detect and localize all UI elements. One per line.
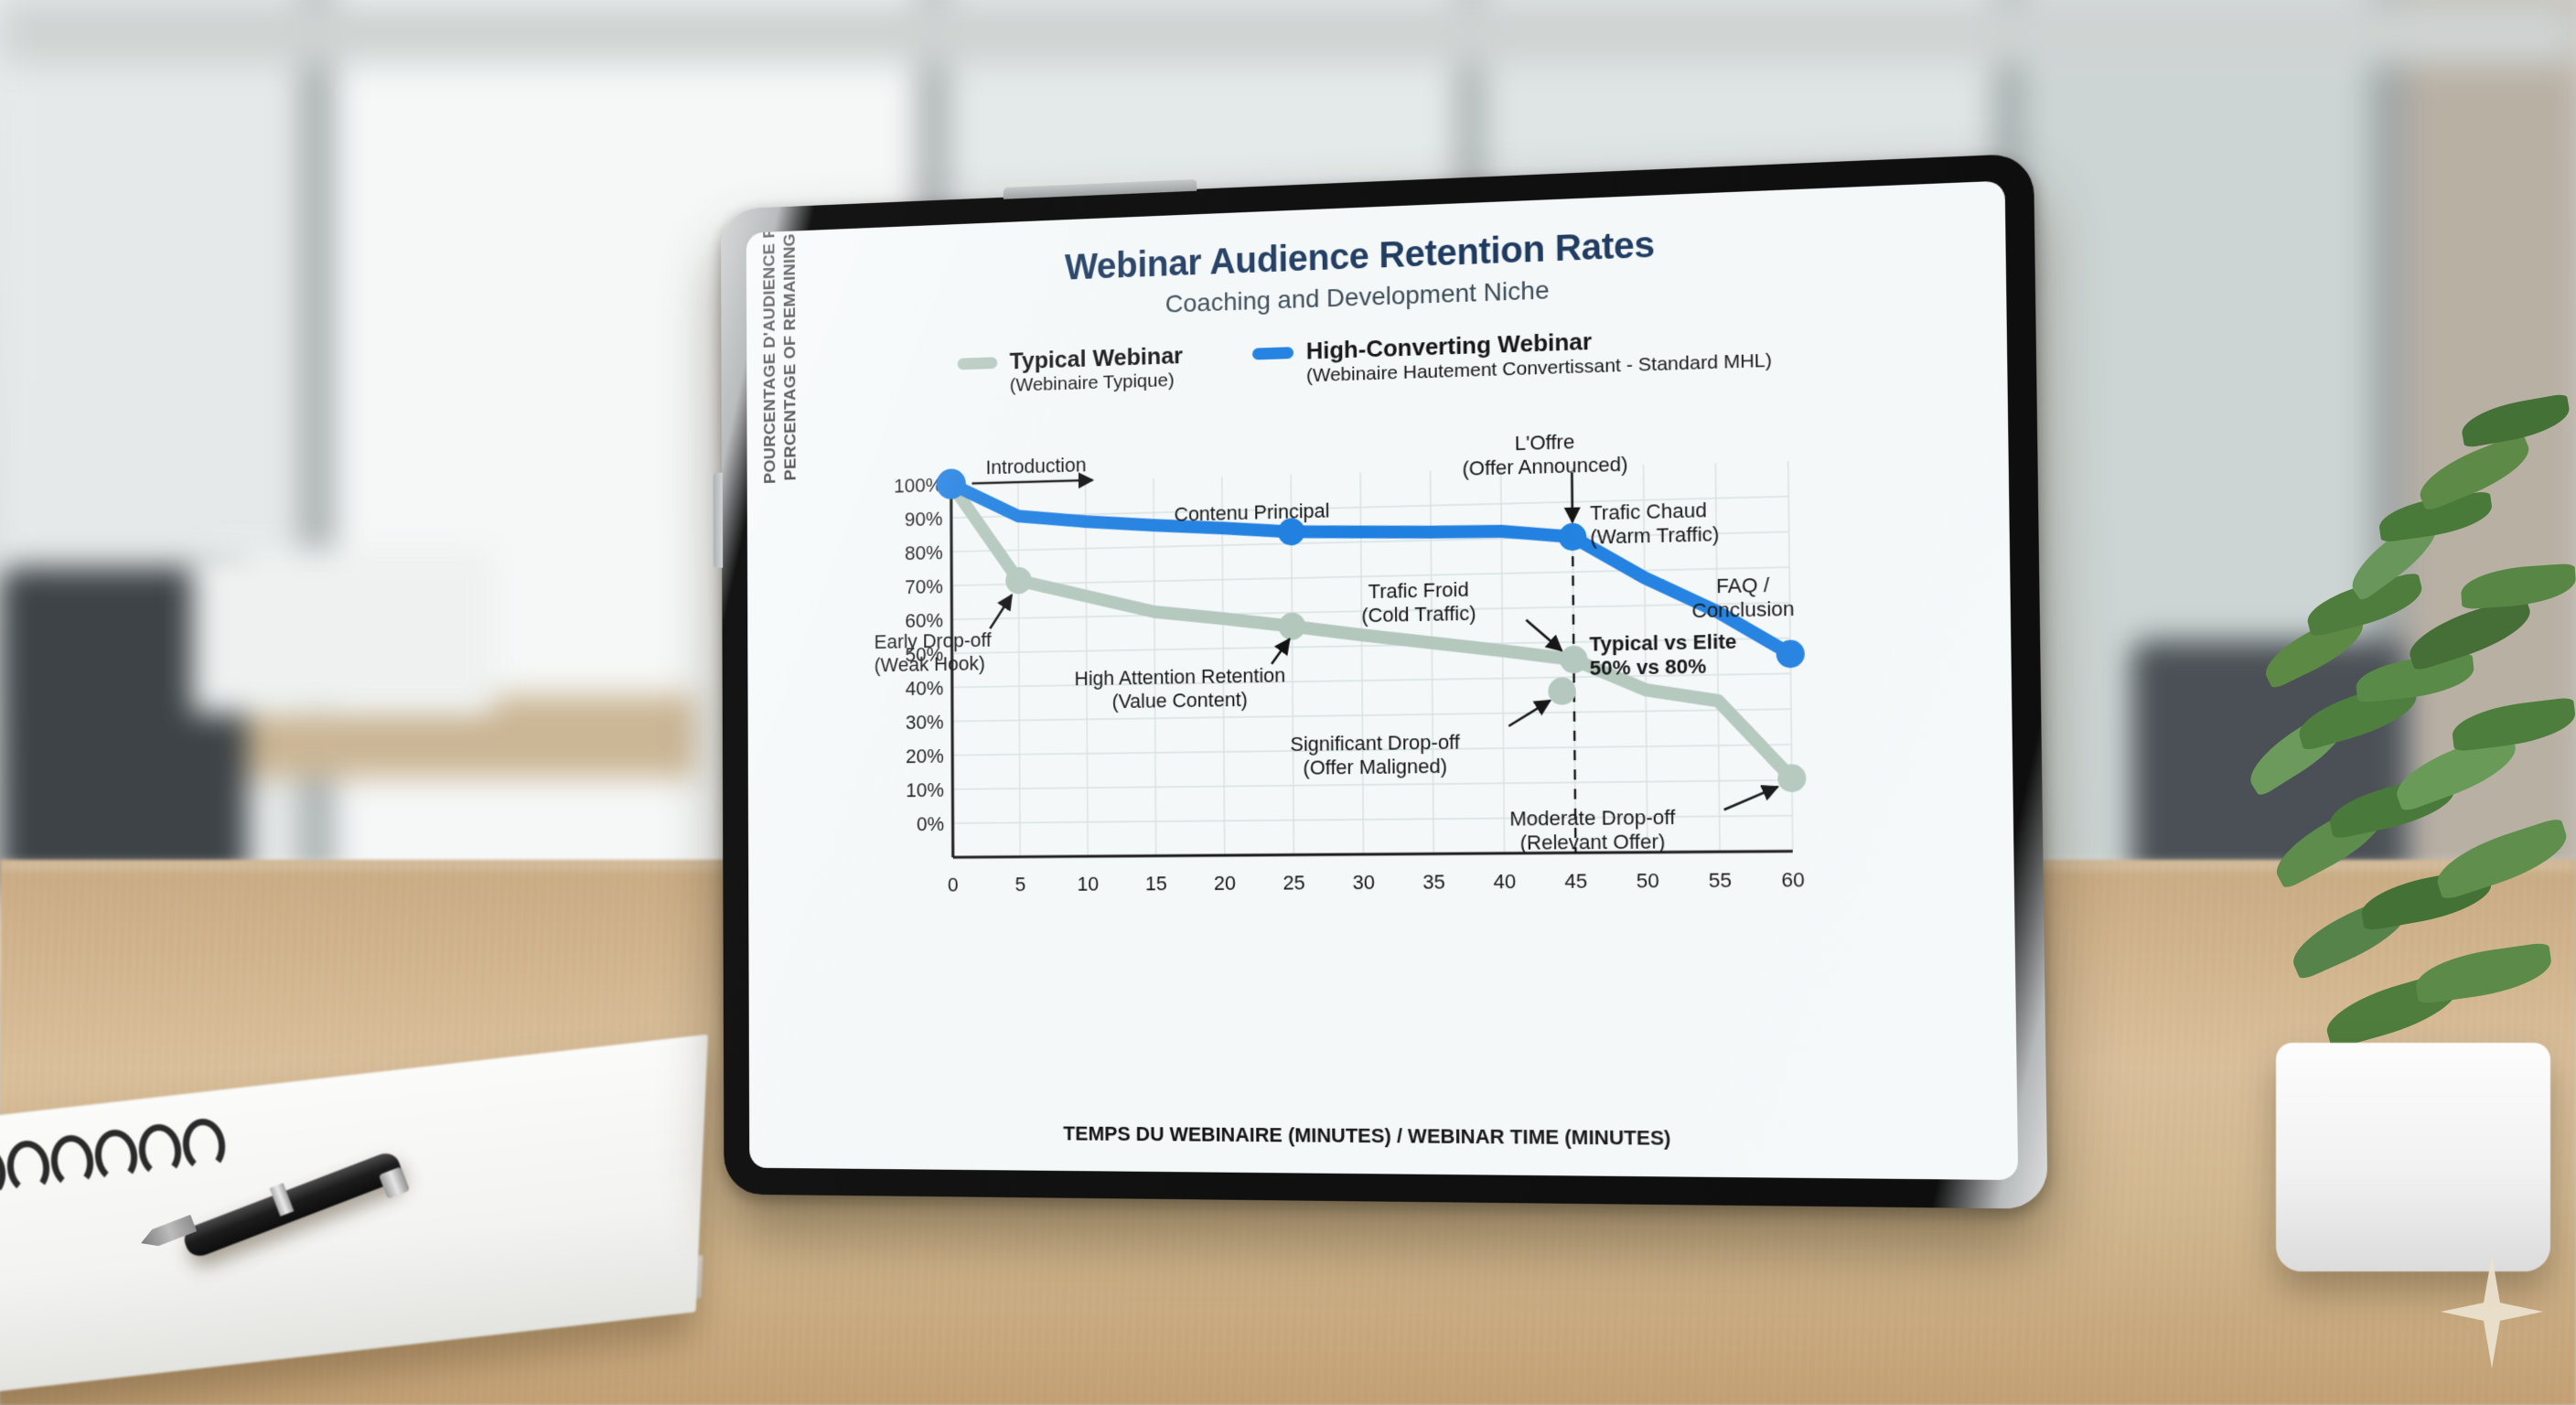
annotation-offre: L'Offre (Offer Announced) [1462, 430, 1628, 481]
plot-area: POURCENTAGE D'AUDIENCE RESTANTE / PERCEN… [746, 181, 2018, 1181]
svg-text:30%: 30% [906, 712, 944, 735]
tablet-device: Webinar Audience Retention Rates Coachin… [721, 153, 2048, 1208]
svg-text:45: 45 [1564, 870, 1587, 893]
annotation-trafic-chaud: Trafic Chaud (Warm Traffic) [1589, 498, 1720, 550]
svg-text:100%: 100% [894, 474, 942, 497]
svg-text:35: 35 [1422, 871, 1445, 894]
svg-text:10%: 10% [906, 779, 944, 801]
annotation-high-attention: High Attention Retention (Value Content) [1074, 663, 1286, 713]
svg-text:5: 5 [1014, 874, 1025, 896]
svg-text:15: 15 [1145, 873, 1167, 895]
svg-text:40%: 40% [906, 677, 944, 700]
arrow-trafic-froid [1526, 619, 1562, 651]
annotation-typical-vs-elite: Typical vs Elite 50% vs 80% [1589, 629, 1737, 681]
svg-text:50%: 50% [905, 643, 943, 666]
arrow-high-attention [1272, 639, 1290, 664]
annotation-early-dropoff: Early Drop-off (Weak Hook) [874, 628, 992, 677]
annotation-contenu-principal: Contenu Principal [1174, 499, 1330, 526]
svg-text:25: 25 [1283, 872, 1304, 895]
annotation-significant-dropoff: Significant Drop-off (Offer Maligned) [1290, 730, 1461, 780]
svg-text:40: 40 [1493, 871, 1516, 894]
annotation-faq-conclusion: FAQ / Conclusion [1691, 573, 1795, 623]
svg-text:0%: 0% [917, 813, 944, 835]
y-tick-labels: 100% 90% 80% 70% 60% 50% 40% 30% 20% 10%… [894, 474, 944, 835]
svg-text:90%: 90% [905, 508, 943, 531]
volume-button[interactable] [713, 472, 724, 568]
svg-text:20: 20 [1214, 872, 1236, 895]
svg-text:0: 0 [948, 874, 959, 896]
svg-text:60: 60 [1781, 869, 1805, 892]
svg-text:10: 10 [1077, 873, 1099, 895]
arrow-early-dropoff [990, 595, 1012, 628]
tablet-screen[interactable]: Webinar Audience Retention Rates Coachin… [746, 181, 2018, 1181]
annotation-trafic-froid: Trafic Froid (Cold Traffic) [1361, 577, 1476, 627]
x-tick-labels: 0 5 10 15 20 25 30 35 40 45 50 55 60 [948, 869, 1805, 896]
plot-svg: 100% 90% 80% 70% 60% 50% 40% 30% 20% 10%… [746, 181, 2018, 1181]
svg-text:50: 50 [1637, 870, 1659, 893]
chart-container: Webinar Audience Retention Rates Coachin… [746, 181, 2018, 1181]
svg-text:70%: 70% [905, 575, 943, 598]
arrow-introduction [971, 480, 1092, 484]
marker-significant-dropoff [1548, 677, 1576, 705]
svg-text:60%: 60% [905, 609, 943, 632]
svg-text:20%: 20% [906, 745, 944, 768]
svg-text:30: 30 [1353, 871, 1376, 894]
svg-text:80%: 80% [905, 542, 943, 564]
arrow-moderate-dropoff [1723, 787, 1777, 810]
annotation-moderate-dropoff: Moderate Drop-off (Relevant Offer) [1509, 805, 1676, 855]
plant-pot [2276, 1043, 2550, 1271]
svg-text:55: 55 [1709, 869, 1733, 892]
annotation-introduction: Introduction [985, 453, 1087, 479]
background-monitor [192, 549, 494, 713]
